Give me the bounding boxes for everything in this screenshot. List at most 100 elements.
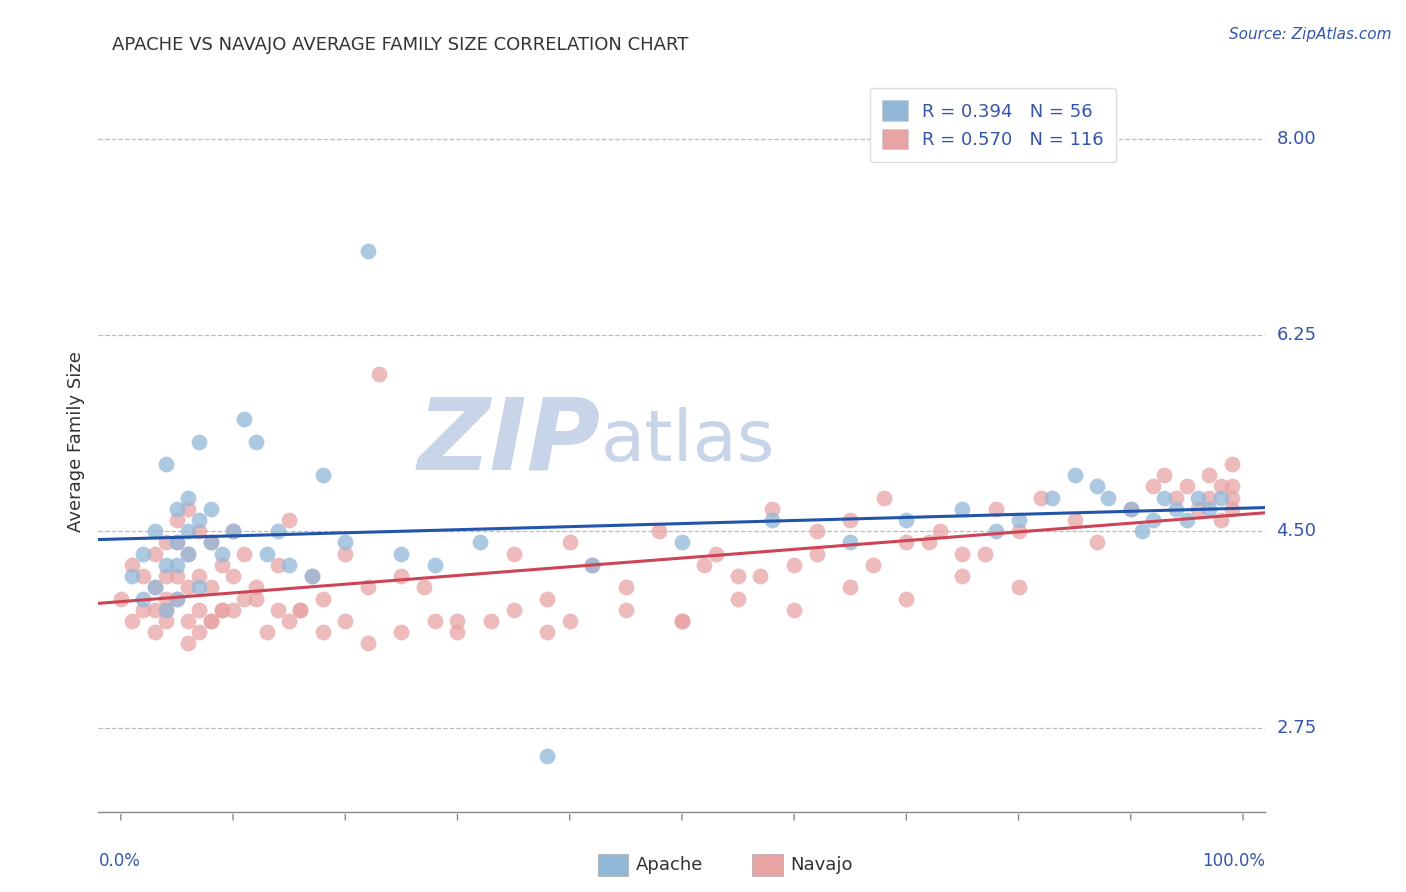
Point: [896, 591, 918, 606]
Point: [1220, 501, 1243, 516]
Point: [1164, 501, 1187, 516]
Point: [1209, 491, 1232, 505]
Point: [671, 535, 693, 549]
Point: [536, 625, 558, 640]
Point: [1153, 491, 1175, 505]
Point: [918, 535, 941, 549]
Point: [267, 603, 290, 617]
Point: [581, 558, 603, 572]
Point: [648, 524, 671, 539]
Point: [155, 558, 177, 572]
Point: [222, 524, 245, 539]
Point: [614, 580, 637, 594]
Point: [233, 591, 256, 606]
Point: [806, 524, 828, 539]
Point: [1040, 491, 1063, 505]
Point: [166, 591, 188, 606]
Point: [468, 535, 491, 549]
Point: [873, 491, 896, 505]
Point: [177, 501, 200, 516]
Point: [245, 434, 267, 449]
Point: [200, 501, 222, 516]
Point: [1153, 468, 1175, 483]
Point: [211, 558, 233, 572]
Point: [671, 614, 693, 628]
Point: [177, 491, 200, 505]
Point: [357, 244, 380, 258]
Text: 4.50: 4.50: [1277, 523, 1316, 541]
Point: [536, 748, 558, 763]
Point: [862, 558, 884, 572]
Point: [233, 547, 256, 561]
Point: [1187, 491, 1209, 505]
Point: [1029, 491, 1052, 505]
Point: [290, 603, 312, 617]
Point: [761, 513, 783, 527]
Point: [155, 591, 177, 606]
Point: [155, 569, 177, 583]
Point: [177, 547, 200, 561]
Point: [1142, 513, 1164, 527]
Point: [1198, 468, 1220, 483]
Point: [245, 591, 267, 606]
Point: [233, 412, 256, 426]
Point: [155, 603, 177, 617]
Point: [121, 569, 143, 583]
Point: [132, 591, 155, 606]
Point: [952, 569, 974, 583]
Point: [1063, 468, 1085, 483]
Point: [188, 524, 211, 539]
Point: [1007, 524, 1029, 539]
Point: [177, 580, 200, 594]
Text: Navajo: Navajo: [790, 856, 852, 874]
Point: [1220, 491, 1243, 505]
Point: [671, 614, 693, 628]
Point: [301, 569, 323, 583]
Point: [1007, 580, 1029, 594]
Point: [1198, 491, 1220, 505]
Point: [558, 614, 581, 628]
Point: [984, 501, 1007, 516]
Point: [1209, 513, 1232, 527]
Point: [200, 614, 222, 628]
Point: [412, 580, 434, 594]
Point: [211, 603, 233, 617]
Point: [1097, 491, 1119, 505]
Point: [1187, 501, 1209, 516]
Point: [166, 535, 188, 549]
Point: [211, 603, 233, 617]
Point: [166, 535, 188, 549]
Point: [166, 501, 188, 516]
Text: 8.00: 8.00: [1277, 129, 1316, 148]
Point: [389, 625, 412, 640]
Point: [312, 591, 335, 606]
Point: [166, 569, 188, 583]
Point: [188, 513, 211, 527]
Point: [1220, 479, 1243, 493]
Point: [188, 625, 211, 640]
Point: [278, 513, 301, 527]
Point: [335, 614, 357, 628]
Point: [952, 547, 974, 561]
Point: [166, 513, 188, 527]
Point: [155, 535, 177, 549]
Point: [245, 580, 267, 594]
Point: [188, 569, 211, 583]
Y-axis label: Average Family Size: Average Family Size: [66, 351, 84, 532]
Point: [143, 524, 166, 539]
Point: [143, 580, 166, 594]
Point: [188, 603, 211, 617]
Point: [558, 535, 581, 549]
Point: [132, 603, 155, 617]
Point: [727, 591, 749, 606]
Point: [839, 580, 862, 594]
Point: [211, 547, 233, 561]
Point: [222, 569, 245, 583]
Point: [357, 580, 380, 594]
Legend: R = 0.394   N = 56, R = 0.570   N = 116: R = 0.394 N = 56, R = 0.570 N = 116: [870, 87, 1116, 162]
Point: [177, 547, 200, 561]
Point: [166, 591, 188, 606]
Point: [1175, 479, 1198, 493]
Point: [502, 603, 524, 617]
Point: [155, 457, 177, 471]
